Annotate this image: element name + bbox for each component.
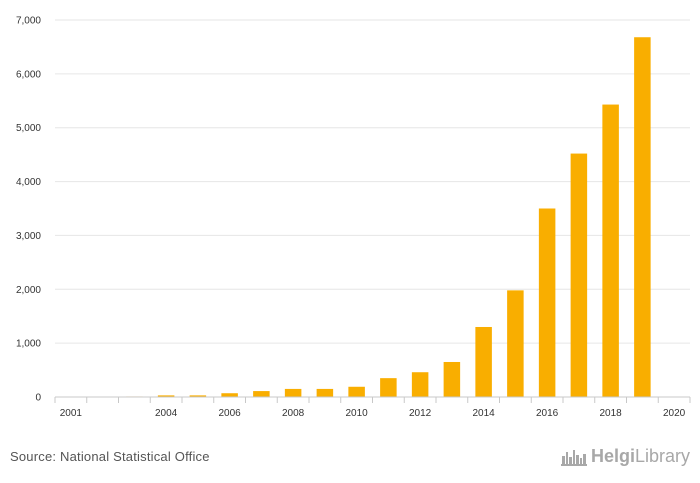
bar-2012[interactable] [411,372,429,397]
bar-2017[interactable] [570,153,588,397]
gridlines [55,19,690,344]
x-tick-label: 2018 [600,408,623,419]
bar-chart: 0 1,000 2,000 3,000 4,000 5,000 6,000 7,000 200… [16,16,691,419]
y-tick-label: 6,000 [16,69,41,80]
bar-2016[interactable] [538,208,556,398]
bar-2004[interactable] [157,395,175,397]
y-tick-label: 7,000 [16,16,41,27]
logo-text-thin: Library [634,446,690,466]
x-tick-label: 2010 [346,408,369,419]
logo-text-bold: Helgi [590,446,635,466]
y-tick-label: 2,000 [16,285,41,296]
source-note: Source: National Statistical Office [10,449,210,464]
y-tick-label: 5,000 [16,123,41,134]
y-tick-label: 0 [35,393,41,404]
bar-2013[interactable] [443,361,461,397]
bar-2015[interactable] [507,290,524,397]
bar-2006[interactable] [221,393,238,397]
x-tick-label: 2012 [409,408,432,419]
x-tick-label: 2016 [536,408,559,419]
y-tick-label: 1,000 [16,339,41,350]
x-tick-label: 2004 [155,408,178,419]
y-axis-labels: 0 1,000 2,000 3,000 4,000 5,000 6,000 7,000 [16,16,41,404]
bar-2019[interactable] [634,37,651,398]
bar-2010[interactable] [348,386,365,397]
x-tick-label: 2008 [282,408,305,419]
bar-2008[interactable] [284,388,302,397]
x-axis-labels: 2001 2004 2006 2008 2010 2012 2014 2016 2018 2020 [60,408,686,419]
bar-2005[interactable] [189,395,207,397]
x-tick-label: 2014 [473,408,496,419]
x-tick-label: 2020 [663,408,686,419]
bar-2007[interactable] [253,391,270,397]
bars [126,37,651,398]
bar-2018[interactable] [602,104,619,397]
x-tick-label: 2006 [219,408,242,419]
bar-2009[interactable] [316,388,334,397]
bar-2014[interactable] [475,326,492,397]
x-axis-ticks [54,397,691,403]
y-tick-label: 4,000 [16,177,41,188]
x-tick-label: 2001 [60,408,83,419]
y-tick-label: 3,000 [16,231,41,242]
city-skyline-icon [560,449,587,466]
helgi-library-logo: HelgiLibrary [560,446,690,467]
bar-2011[interactable] [380,378,397,397]
